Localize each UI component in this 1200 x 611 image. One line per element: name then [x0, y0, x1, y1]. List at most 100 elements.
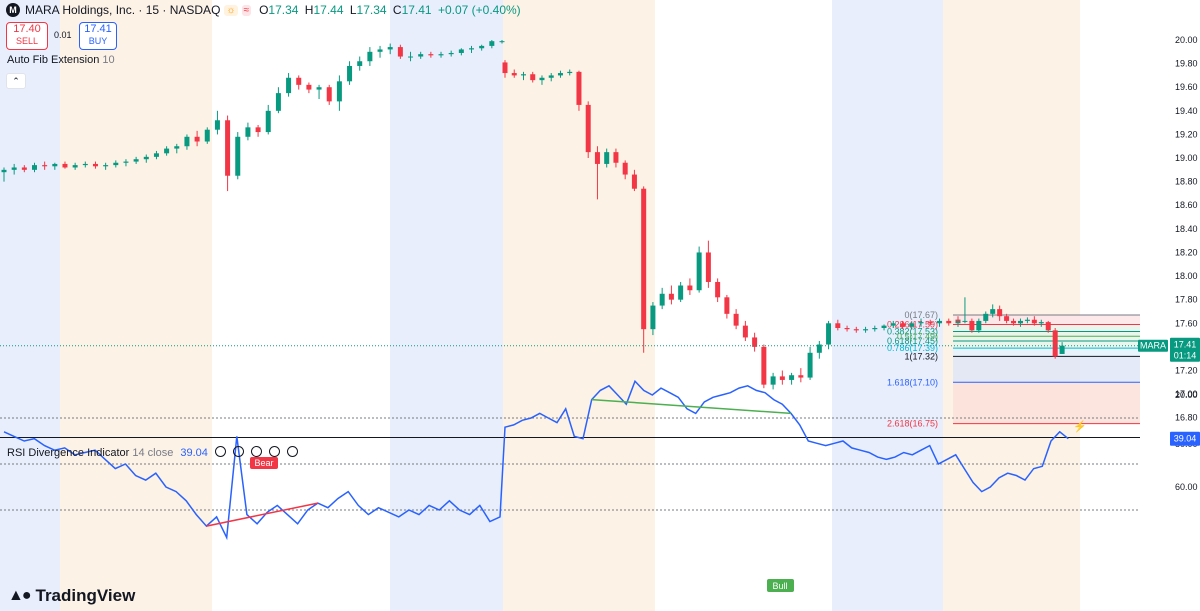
rsi-indicator-label[interactable]: RSI Divergence Indicator 14 close 39.04	[7, 445, 299, 459]
hidden-plot-icon[interactable]	[214, 446, 226, 457]
candle-body	[103, 165, 109, 167]
candle-body	[357, 61, 363, 66]
tradingview-logo[interactable]: ▲● TradingView	[8, 586, 135, 606]
session-band	[60, 0, 212, 437]
sun-icon[interactable]: ☼	[224, 4, 238, 16]
price-axis-label: 18.00	[1175, 271, 1198, 281]
candle-body	[918, 322, 924, 324]
candle-body	[631, 174, 637, 189]
wave-icon[interactable]: ≈	[241, 4, 252, 16]
candle-body	[1004, 316, 1010, 321]
hidden-plot-icon[interactable]	[287, 446, 299, 457]
candle-body	[418, 54, 424, 57]
candle-body	[1038, 322, 1044, 324]
candle-body	[724, 297, 730, 314]
rsi-session-band	[60, 438, 212, 611]
candle-body	[520, 74, 526, 76]
candle-body	[235, 136, 241, 176]
candle-body	[164, 148, 170, 154]
rsi-session-band	[943, 438, 1080, 611]
candle-body	[438, 54, 444, 56]
candle-body	[255, 127, 261, 133]
candle-body	[742, 325, 748, 338]
candle-body	[1052, 330, 1058, 357]
symbol-title[interactable]: MARA Holdings, Inc. · 15 · NASDAQ	[25, 3, 221, 17]
candle-body	[387, 47, 393, 50]
symbol-logo-icon: M	[6, 3, 20, 17]
candle-body	[499, 41, 505, 43]
candle-body	[761, 346, 767, 385]
axis-background	[1140, 0, 1200, 611]
candle-body	[133, 159, 139, 162]
candle-body	[807, 352, 813, 378]
fib-extension[interactable]: 0(17.67)0.236(17.59)0.382(17.53)0.5(17.4…	[887, 310, 1140, 433]
candle-body	[826, 323, 832, 345]
buy-label: BUY	[88, 36, 108, 46]
fib-zone	[953, 348, 1140, 357]
candle-body	[245, 127, 251, 137]
candle-body	[1059, 345, 1065, 354]
candle-body	[21, 167, 27, 170]
candle-body	[557, 73, 563, 76]
buy-button[interactable]: 17.41 BUY	[79, 22, 117, 50]
fib-zone	[953, 356, 1140, 383]
rsi-pane: Bear Bull	[0, 379, 1140, 592]
candle-body	[367, 51, 373, 62]
candle-body	[613, 152, 619, 163]
price-tag-box	[1170, 337, 1200, 362]
candle-body	[174, 146, 180, 149]
rsi-tag: 39.04	[1174, 434, 1197, 444]
candle-body	[82, 163, 88, 166]
candle-body	[955, 319, 961, 321]
lightning-icon: ⚡	[1073, 420, 1087, 433]
hidden-plot-icon[interactable]	[269, 446, 281, 457]
candle-body	[1011, 320, 1017, 324]
candle-body	[194, 136, 200, 142]
candle-body	[397, 47, 403, 57]
fib-level-label: 0.786(17.39)	[887, 343, 938, 353]
fib-level-label: 2.618(16.75)	[887, 419, 938, 429]
fib-level-label: 0(17.67)	[904, 310, 938, 320]
rsi-session-band	[503, 438, 655, 611]
candle-body	[733, 313, 739, 326]
candle-body	[770, 376, 776, 385]
price-axis-label: 17.20	[1175, 365, 1198, 375]
candle-body	[286, 77, 292, 94]
price-axis-label: 19.60	[1175, 82, 1198, 92]
candle-body	[585, 104, 591, 153]
candle-body	[650, 305, 656, 330]
candle-body	[622, 162, 628, 175]
rsi-line	[3, 379, 1069, 541]
candle-body	[52, 163, 58, 167]
candle-body	[204, 129, 210, 142]
price-axis-label: 18.20	[1175, 247, 1198, 257]
fib-level-label: 1.618(17.10)	[887, 377, 938, 387]
price-axis-label: 20.00	[1175, 35, 1198, 45]
candle-body	[997, 309, 1003, 317]
collapse-indicators-button[interactable]: ⌃	[6, 73, 26, 89]
hidden-plot-icon[interactable]	[251, 446, 263, 457]
fib-zone	[953, 340, 1140, 349]
symbol-legend[interactable]: M MARA Holdings, Inc. · 15 · NASDAQ ☼ ≈ …	[0, 0, 521, 20]
session-band	[0, 0, 60, 437]
candle-body	[1, 169, 7, 173]
fib-level-label: 0.618(17.45)	[887, 336, 938, 346]
candle-body	[863, 329, 869, 331]
candle-body	[668, 293, 674, 300]
rsi-session-band	[390, 438, 503, 611]
tradingview-wordmark: TradingView	[35, 586, 136, 605]
price-axis[interactable]: 20.00 19.80 19.60 19.40 19.20 19.00 18.80 18.60…	[1140, 0, 1200, 611]
candle-body	[872, 328, 878, 330]
hidden-plot-icon[interactable]	[233, 446, 245, 457]
candle-body	[42, 165, 48, 167]
candle-body	[153, 153, 159, 157]
sell-button[interactable]: 17.40 SELL	[6, 22, 48, 50]
candle-body	[715, 281, 721, 298]
candle-body	[11, 167, 17, 170]
price-axis-label: 16.80	[1175, 413, 1198, 423]
price-axis-label: 19.20	[1175, 129, 1198, 139]
price-axis-label: 19.00	[1175, 153, 1198, 163]
candle-body	[835, 323, 841, 328]
fib-indicator-label[interactable]: Auto Fib Extension 10	[7, 54, 115, 66]
